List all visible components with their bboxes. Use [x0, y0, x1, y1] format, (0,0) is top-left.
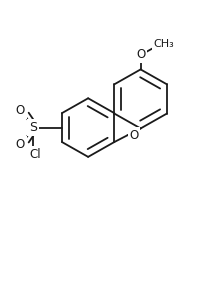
Text: O: O [129, 129, 139, 142]
Text: O: O [136, 48, 145, 62]
Text: CH₃: CH₃ [153, 39, 174, 48]
Text: O: O [16, 138, 25, 151]
Text: S: S [29, 121, 37, 134]
Text: Cl: Cl [29, 148, 41, 161]
Text: O: O [16, 105, 25, 117]
